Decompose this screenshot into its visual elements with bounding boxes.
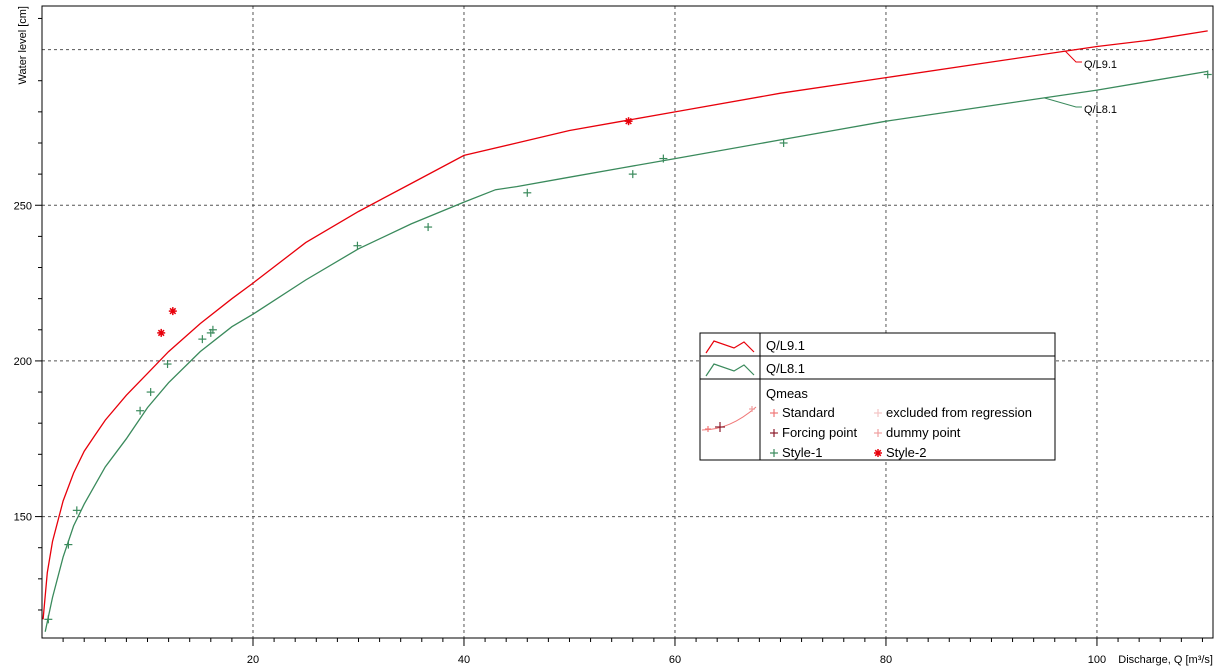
y-tick-label: 250 bbox=[14, 200, 32, 212]
series-group bbox=[42, 30, 1208, 632]
y-tick-label: 200 bbox=[14, 356, 32, 368]
data-point-style-1 bbox=[72, 506, 81, 515]
legend-qmeas-label: Standard bbox=[782, 405, 835, 420]
data-point-style-1 bbox=[659, 154, 668, 163]
data-point-style-1 bbox=[136, 406, 145, 415]
curve-labels: Q/L9.1 Q/L8.1 bbox=[1044, 50, 1117, 116]
series-line-q-l8-1 bbox=[44, 70, 1208, 632]
data-point-style-2 bbox=[157, 328, 166, 337]
x-tick-label: 20 bbox=[247, 654, 259, 666]
axes bbox=[41, 5, 1214, 639]
legend: Q/L9.1 Q/L8.1 Qmeas Standard excluded from r… bbox=[699, 332, 1056, 461]
y-axis-ticks: 150 200 250 bbox=[14, 17, 42, 611]
curve-label-leader bbox=[1064, 50, 1082, 63]
x-tick-label: 60 bbox=[669, 654, 681, 666]
data-point-style-1 bbox=[1203, 70, 1212, 79]
legend-qmeas-label: Forcing point bbox=[782, 425, 858, 440]
legend-qmeas-title: Qmeas bbox=[766, 386, 808, 401]
marker-stroke bbox=[625, 117, 632, 125]
x-axis-title: Discharge, Q [m³/s] bbox=[1118, 654, 1213, 666]
data-point-style-1 bbox=[424, 223, 433, 232]
data-point-style-1 bbox=[628, 170, 637, 179]
curve-label-leader bbox=[1044, 97, 1082, 108]
legend-marker bbox=[874, 449, 882, 457]
legend-box bbox=[699, 332, 1056, 461]
y-tick-label: 150 bbox=[14, 512, 32, 524]
curve-label: Q/L8.1 bbox=[1084, 104, 1117, 116]
x-tick-label: 40 bbox=[458, 654, 470, 666]
data-point-style-1 bbox=[163, 360, 172, 369]
legend-item-label: Q/L8.1 bbox=[766, 361, 805, 376]
data-point-style-2 bbox=[168, 307, 177, 316]
legend-line-symbol bbox=[705, 340, 755, 354]
legend-item-label: Q/L9.1 bbox=[766, 338, 805, 353]
x-tick-label: 80 bbox=[880, 654, 892, 666]
data-point-style-2 bbox=[624, 117, 633, 126]
data-point-style-1 bbox=[353, 241, 362, 250]
plot-frame bbox=[41, 5, 1214, 639]
legend-qmeas-label: dummy point bbox=[886, 425, 961, 440]
legend-qmeas-label: Style-2 bbox=[886, 445, 926, 460]
x-axis-ticks: 20 40 60 80 100 bbox=[62, 638, 1203, 666]
data-point-style-1 bbox=[523, 188, 532, 197]
x-tick-label: 100 bbox=[1088, 654, 1106, 666]
data-point-style-1 bbox=[44, 615, 53, 624]
grid-lines bbox=[42, 6, 1213, 638]
data-point-style-1 bbox=[146, 388, 155, 397]
series-line-q-l9-1 bbox=[42, 30, 1208, 620]
marker-stroke bbox=[157, 329, 165, 337]
legend-qmeas-label: Style-1 bbox=[782, 445, 822, 460]
marker-stroke bbox=[169, 307, 177, 315]
markers-group bbox=[44, 70, 1212, 624]
legend-qmeas-label: excluded from regression bbox=[886, 405, 1032, 420]
data-point-style-1 bbox=[208, 325, 217, 334]
curve-label: Q/L9.1 bbox=[1084, 59, 1117, 71]
data-point-style-1 bbox=[779, 138, 788, 147]
data-point-style-1 bbox=[64, 540, 73, 549]
legend-line-symbol bbox=[705, 363, 755, 377]
y-axis-title: Water level [cm] bbox=[17, 6, 29, 84]
data-point-style-1 bbox=[198, 335, 207, 344]
